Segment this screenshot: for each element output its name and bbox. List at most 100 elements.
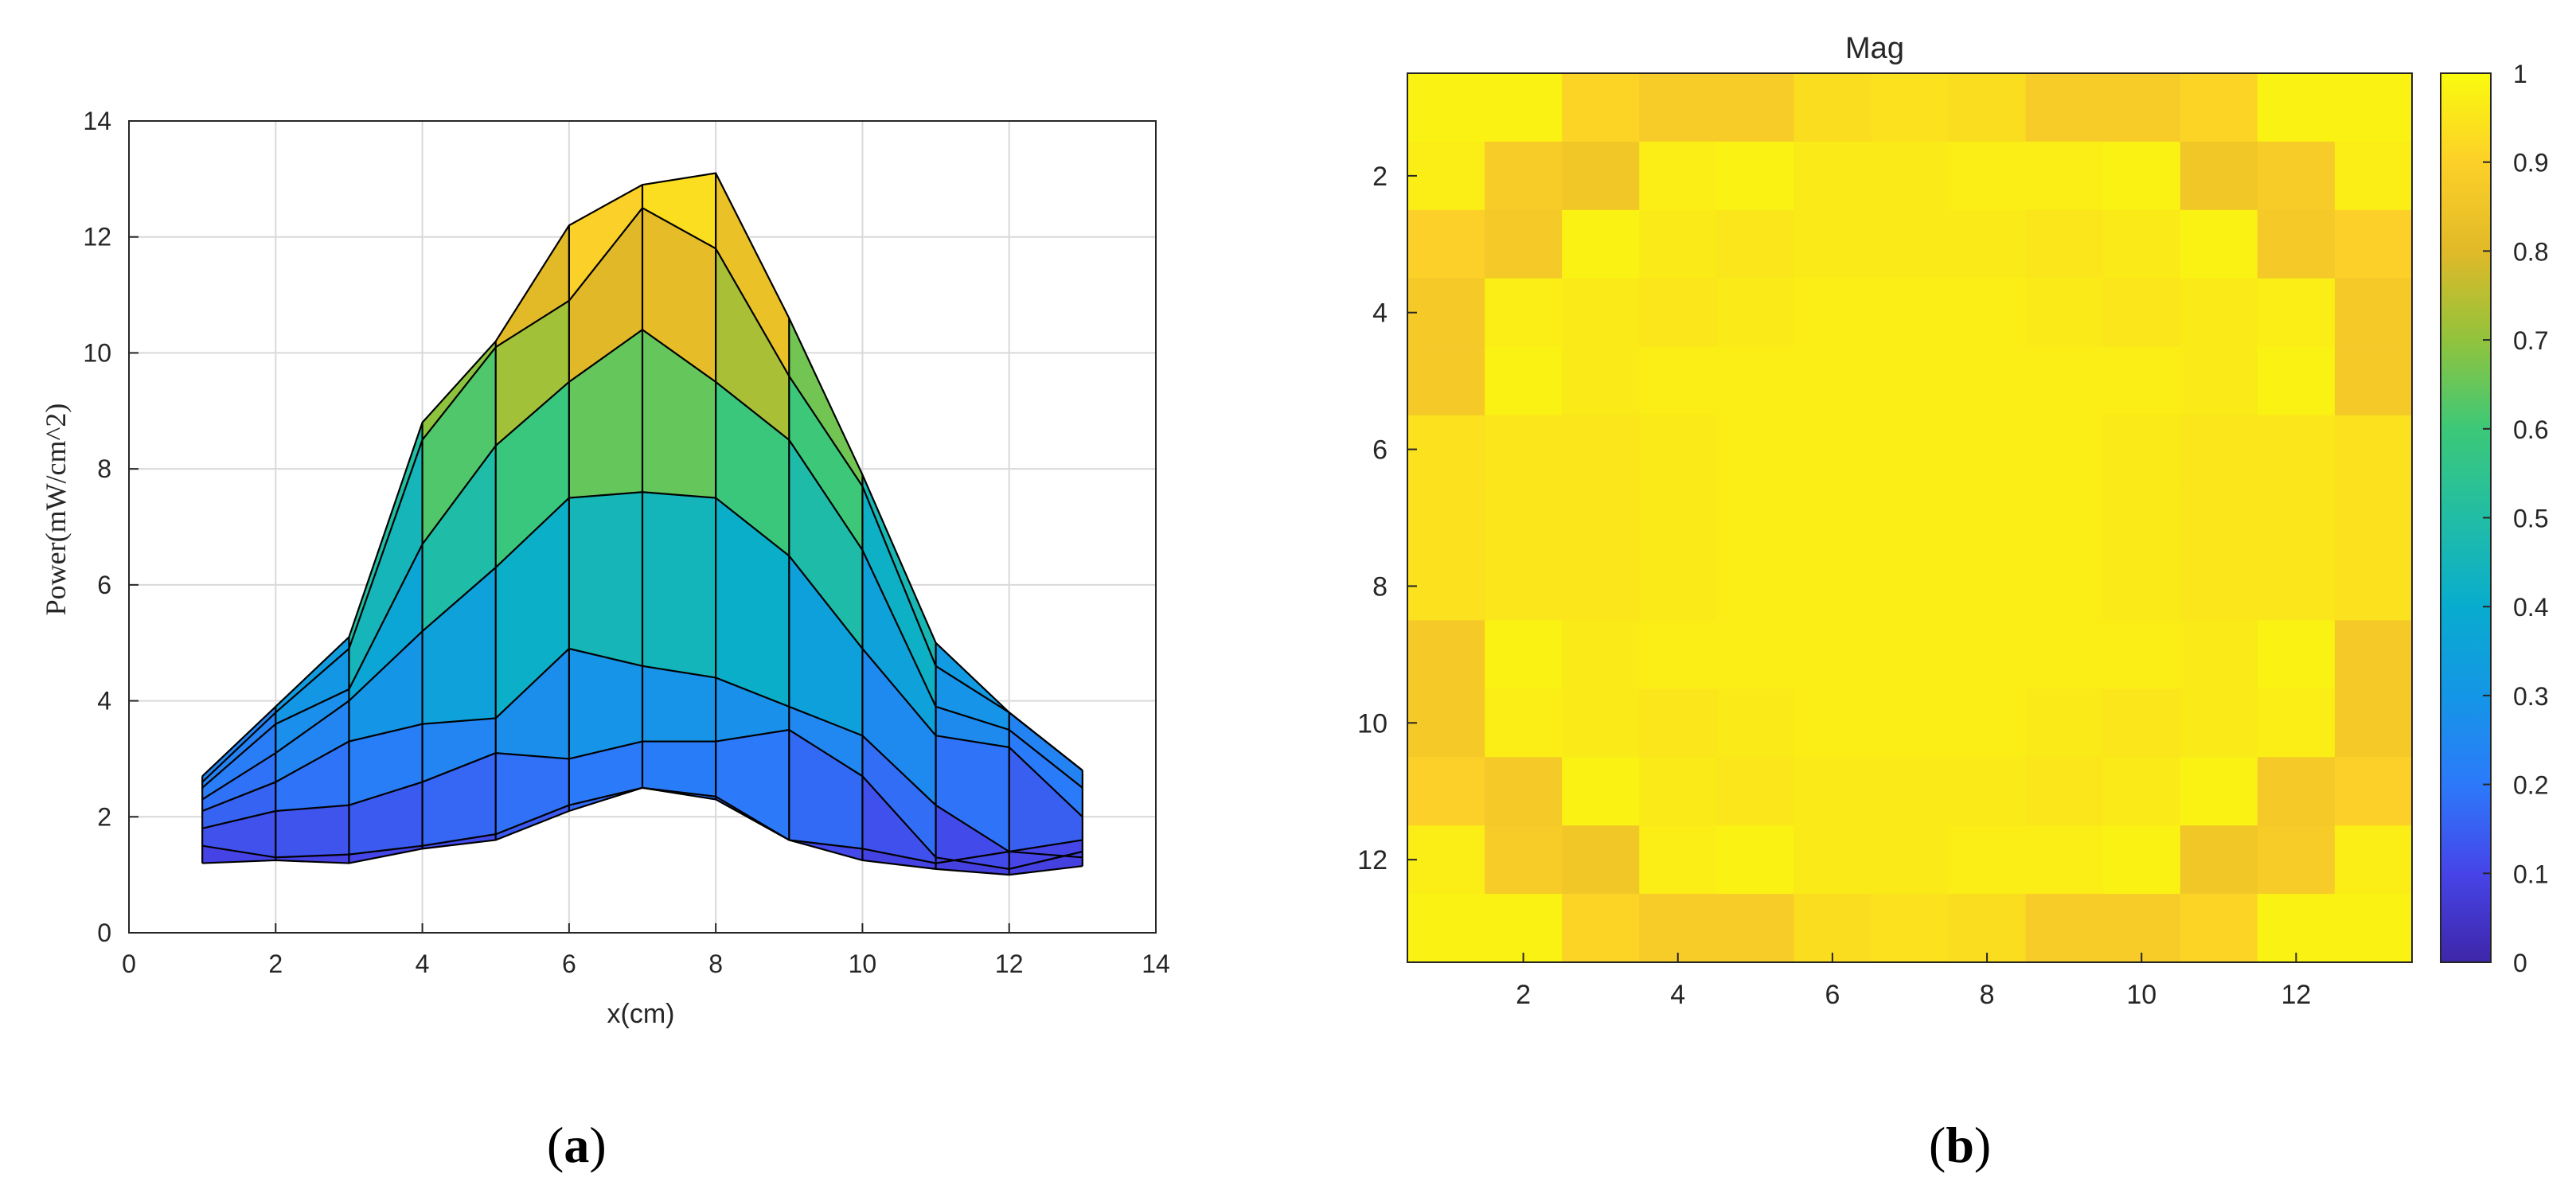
heatmap-cell: [2102, 141, 2181, 211]
heatmap-cell: [1793, 620, 1872, 689]
heatmap-cell: [2025, 73, 2104, 142]
heatmap-cell: [1716, 688, 1794, 758]
surface-patch: [716, 497, 790, 707]
colorbar-tick-label: 0.9: [2513, 149, 2548, 177]
heatmap-cell: [2025, 209, 2104, 279]
surface-patch: [789, 706, 863, 777]
heatmap-cell: [2257, 552, 2336, 621]
heatmap-cell: [2180, 894, 2258, 963]
heatmap-cell: [1639, 552, 1717, 621]
heatmap-cell: [2257, 483, 2336, 553]
heatmap-cell: [1639, 73, 1717, 142]
surface-patch: [862, 550, 936, 736]
heatmap-cell: [1716, 278, 1794, 348]
heatmap-cell: [1716, 141, 1794, 211]
heatmap-cell: [1716, 757, 1794, 826]
heatmap-cell: [1639, 415, 1717, 485]
heatmap-cell: [1562, 894, 1640, 963]
surface-patch: [349, 422, 423, 649]
surface-patch: [422, 567, 496, 724]
surface-patch: [642, 208, 716, 382]
heatmap-cell: [1407, 552, 1485, 621]
heatmap-cell: [1639, 209, 1717, 279]
heatmap-cell: [1871, 894, 1950, 963]
surface-patch: [862, 735, 936, 858]
heatmap-cell: [1562, 688, 1640, 758]
panel-a-surface-plot: 0 2 4 6 8 10 12 14 0 2 4 6 8 10 12 14 x(cm) Power(mW/c…: [40, 107, 1170, 1029]
surface-edges: [201, 172, 1083, 876]
surface-patch: [862, 649, 936, 805]
heatmap-cell: [2334, 73, 2413, 142]
heatmap-cell: [2334, 278, 2413, 348]
y-tick-label: 8: [97, 454, 111, 483]
y-tick-label: 10: [1357, 708, 1388, 739]
axes-a: [128, 120, 1157, 934]
heatmap-cell: [1793, 346, 1872, 416]
colorbar-tick-label: 1: [2513, 60, 2527, 88]
heatmap-cell: [2102, 346, 2181, 416]
heatmap-cell: [1948, 73, 2027, 142]
heatmap-cell: [1793, 552, 1872, 621]
caption-a: (a): [547, 1117, 607, 1173]
surface-patch: [349, 544, 423, 701]
surface-patch: [642, 173, 716, 249]
x-tick-label: 6: [562, 949, 576, 978]
heatmap-cell: [1793, 415, 1872, 485]
heatmap-cell: [2334, 415, 2413, 485]
heatmap-cell: [2025, 552, 2104, 621]
heatmap-cell: [1793, 141, 1872, 211]
x-tick-label: 4: [1670, 980, 1685, 1010]
surface-patch: [495, 753, 569, 835]
x-tick-label: 8: [708, 949, 723, 978]
heatmap-cell: [1871, 552, 1950, 621]
surface-patch: [862, 776, 936, 864]
colorbar-tick-label: 0.6: [2513, 415, 2548, 444]
heatmap-cell: [1871, 415, 1950, 485]
heatmap-cell: [1716, 552, 1794, 621]
heatmap-cell: [1562, 552, 1640, 621]
heatmap-cell: [2180, 415, 2258, 485]
heatmap-cell: [1485, 483, 1563, 553]
surface-patch: [275, 805, 349, 858]
surface-patch: [422, 718, 496, 782]
heatmap-cell: [1948, 483, 2027, 553]
surface-patch: [568, 649, 642, 759]
heatmap-cell: [2025, 894, 2104, 963]
heatmap-cell: [1793, 278, 1872, 348]
surface-patch: [202, 845, 276, 864]
heatmap-cell: [1871, 757, 1950, 826]
heatmap-cell: [2334, 620, 2413, 689]
heatmap-cell: [1793, 825, 1872, 895]
heatmap-cell: [2334, 141, 2413, 211]
surface-patch: [495, 497, 569, 719]
heatmap-cell: [1562, 73, 1640, 142]
heatmap-cell: [1407, 483, 1485, 553]
heatmap-cell: [2102, 73, 2181, 142]
colorbar-tick-label: 0.8: [2513, 237, 2548, 266]
heatmap-cell: [1639, 757, 1717, 826]
heatmap-cell: [2257, 757, 2336, 826]
heatmap-cell: [1562, 346, 1640, 416]
surface-patch: [202, 723, 276, 800]
heatmap-cell: [2180, 73, 2258, 142]
y-tick-label: 2: [1372, 162, 1388, 192]
heatmap-cell: [1793, 73, 1872, 142]
heatmap-cell: [2180, 825, 2258, 895]
surface-patch: [642, 492, 716, 678]
surface-patch: [789, 376, 863, 551]
heatmap-cell: [1716, 346, 1794, 416]
colorbar-tick-label: 0.7: [2513, 326, 2548, 355]
surface-patch: [275, 741, 349, 811]
y-tick-labels: 2 4 6 8 10 12: [1357, 162, 1388, 875]
heatmap-cell: [2180, 346, 2258, 416]
heatmap-cell: [1871, 483, 1950, 553]
surface-patch: [935, 706, 1009, 747]
colorbar-tick-label: 0.4: [2513, 593, 2548, 622]
surface-patch: [789, 556, 863, 736]
surface-patch: [202, 753, 276, 811]
heatmap-cell: [2334, 209, 2413, 279]
heatmap-cell: [2025, 141, 2104, 211]
heatmap-cell: [2180, 278, 2258, 348]
heatmap-cell: [2180, 483, 2258, 553]
heatmap-cell: [1485, 552, 1563, 621]
